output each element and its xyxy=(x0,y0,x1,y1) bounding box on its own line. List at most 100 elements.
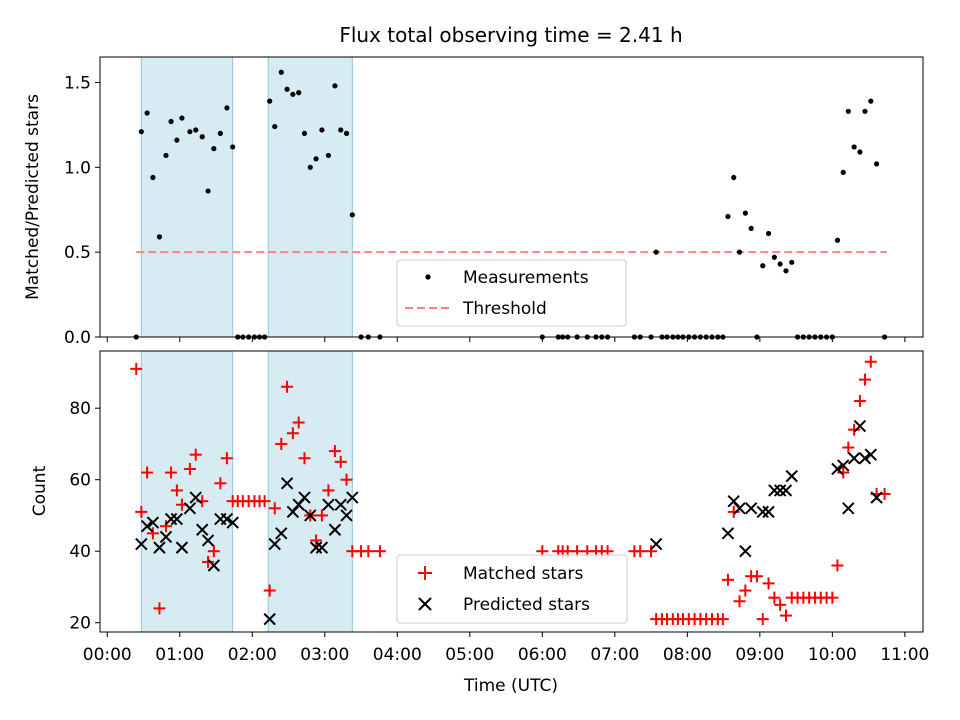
x-tick-label: 07:00 xyxy=(590,645,639,665)
measurement-point xyxy=(862,108,868,114)
measurement-point xyxy=(205,188,211,194)
predicted-star-point xyxy=(220,512,234,526)
predicted-star-point xyxy=(779,484,793,497)
cross-b xyxy=(268,537,281,551)
predicted-star-point xyxy=(739,544,752,558)
cross-b xyxy=(842,502,855,515)
measurement-point xyxy=(138,129,144,135)
predicted-star-point xyxy=(304,509,317,522)
top-x-ticks xyxy=(106,337,906,342)
predicted-star-point xyxy=(721,527,735,540)
matched-star-point xyxy=(202,555,215,568)
x-tick-label: 04:00 xyxy=(373,645,422,665)
matched-star-point xyxy=(315,509,328,522)
predicted-star-point xyxy=(334,498,347,511)
predicted-star-point xyxy=(263,612,276,626)
predicted-star-point xyxy=(858,452,872,465)
legend-predicted-label: Predicted stars xyxy=(463,595,590,615)
measurement-point xyxy=(272,123,278,130)
matched-star-point xyxy=(135,505,148,518)
y-tick-label: 0.5 xyxy=(64,243,91,263)
predicted-star-point xyxy=(207,559,221,572)
cross-b xyxy=(201,534,215,547)
matched-star-point xyxy=(774,598,787,611)
matched-star-point xyxy=(826,591,839,604)
cross-b xyxy=(159,530,173,544)
cross-b xyxy=(189,491,202,504)
matched-star-point xyxy=(334,455,347,468)
cross-b xyxy=(298,491,311,504)
predicted-star-point xyxy=(864,448,877,461)
matched-star-point xyxy=(298,452,311,465)
predicted-star-point xyxy=(275,527,288,540)
bottom-x-axis-label: Time (UTC) xyxy=(463,676,558,696)
measurement-point xyxy=(319,127,325,133)
predicted-star-point xyxy=(315,541,329,554)
cross-b xyxy=(733,502,746,515)
measurement-point xyxy=(771,254,777,260)
cross-b xyxy=(837,459,850,472)
matched-star-point xyxy=(848,423,861,436)
predicted-star-point xyxy=(768,484,781,497)
matched-star-point xyxy=(340,473,353,486)
matched-star-point xyxy=(189,448,202,461)
measurement-point xyxy=(725,213,731,220)
x-tick-label: 01:00 xyxy=(155,645,204,665)
predicted-stars-series xyxy=(135,419,883,626)
shaded-interval-0 xyxy=(140,56,234,338)
cross-b xyxy=(739,544,752,558)
matched-star-point xyxy=(328,445,341,458)
measurement-point xyxy=(332,83,338,89)
measurement-point xyxy=(857,149,863,155)
predicted-star-point xyxy=(853,419,867,433)
cross-b xyxy=(847,452,861,465)
legend-measurements-label: Measurements xyxy=(463,268,589,288)
measurement-point xyxy=(868,98,874,104)
cross-b xyxy=(328,523,342,536)
cross-b xyxy=(870,491,883,504)
measurement-point xyxy=(349,212,355,218)
cross-b xyxy=(135,537,148,551)
y-tick-label: 1.0 xyxy=(64,158,91,178)
matched-star-point xyxy=(756,613,769,626)
predicted-star-point xyxy=(201,534,215,547)
measurement-point xyxy=(211,146,217,152)
bottom-panel: 00:00 01:00 02:00 03:00 04:00 05:00 06:00 07:00… xyxy=(30,350,929,696)
matched-star-point xyxy=(739,584,752,597)
cross-b xyxy=(322,498,335,511)
cross-b xyxy=(727,494,740,508)
predicted-star-point xyxy=(340,509,353,522)
bottom-legend: Matched stars Predicted stars xyxy=(396,554,628,624)
predicted-star-point xyxy=(159,530,173,544)
predicted-star-point xyxy=(298,491,311,504)
legend-threshold-label: Threshold xyxy=(462,299,547,319)
matched-star-point xyxy=(864,355,877,368)
predicted-star-point xyxy=(649,537,663,551)
measurement-point xyxy=(325,152,332,159)
bottom-legend-frame xyxy=(396,554,628,624)
x-tick-label: 10:00 xyxy=(808,645,857,665)
measurement-point xyxy=(187,129,193,135)
matched-star-point xyxy=(858,373,871,386)
predicted-star-point xyxy=(170,512,184,526)
measurement-point xyxy=(230,144,236,150)
predicted-star-point xyxy=(309,541,323,554)
matched-star-point xyxy=(207,545,220,558)
y-tick-label: 80 xyxy=(69,399,91,419)
predicted-star-point xyxy=(226,516,239,529)
predicted-star-point xyxy=(762,505,775,519)
measurement-point xyxy=(168,118,174,125)
matched-star-point xyxy=(831,559,844,572)
cross-b xyxy=(346,491,359,504)
bottom-x-ticks: 00:00 01:00 02:00 03:00 04:00 05:00 06:00 07:00… xyxy=(83,632,929,665)
cross-b xyxy=(153,541,166,554)
cross-b xyxy=(146,516,160,529)
measurement-point xyxy=(199,134,205,140)
predicted-star-point xyxy=(785,469,798,483)
measurement-point xyxy=(777,261,783,267)
predicted-star-point xyxy=(153,541,166,554)
top-panel: 0.0 0.5 1.0 1.5 Matched/Predicted stars Mea… xyxy=(23,56,924,348)
legend-predicted-marker xyxy=(418,597,432,611)
x-tick-label: 03:00 xyxy=(300,645,349,665)
